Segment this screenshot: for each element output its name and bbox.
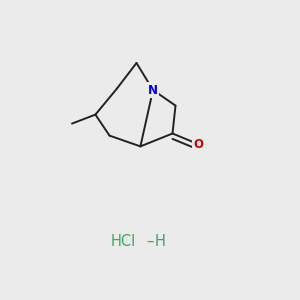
Text: N: N xyxy=(148,83,158,97)
Text: H: H xyxy=(155,234,166,249)
Text: HCl: HCl xyxy=(110,234,136,249)
Text: O: O xyxy=(193,137,203,151)
Text: –: – xyxy=(146,234,154,249)
